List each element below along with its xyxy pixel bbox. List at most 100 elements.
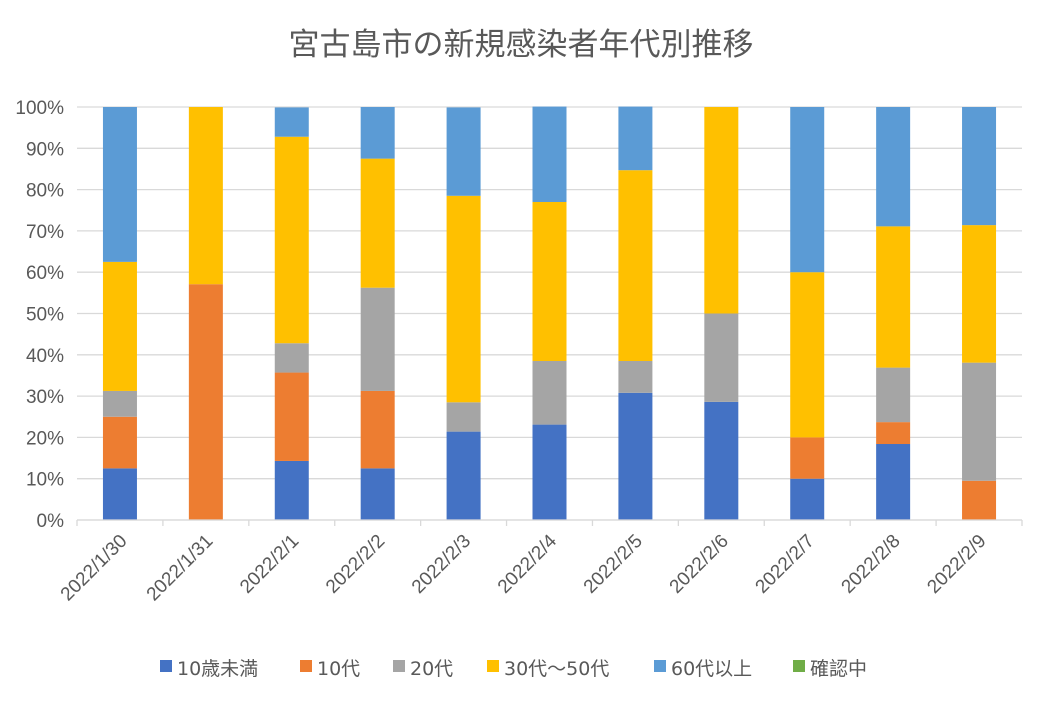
bar-segment [188, 107, 223, 285]
y-tick-label: 50% [26, 305, 64, 326]
bar-segment [876, 226, 911, 368]
bar-segment [532, 424, 567, 520]
bar-segment [102, 390, 137, 417]
bar-segment [618, 170, 653, 361]
bar-stack [102, 107, 137, 520]
legend-label: 10歳未満 [177, 658, 258, 680]
bar-stack [188, 107, 223, 520]
x-tick-label: 2022/1/31 [143, 531, 218, 606]
bar-segment [618, 392, 653, 520]
bar-stack [446, 107, 481, 520]
x-tick-label: 2022/2/8 [838, 531, 905, 598]
legend-label: 確認中 [810, 658, 867, 680]
bar-segment [876, 107, 911, 227]
bar-segment [618, 106, 653, 171]
bar-segment [102, 468, 137, 520]
x-tick-label: 2022/2/7 [752, 531, 819, 598]
bar-stack [618, 106, 653, 520]
bar-segment [102, 416, 137, 469]
y-tick-label: 80% [26, 181, 64, 202]
bar-segment [446, 195, 481, 403]
legend-label: 30代～50代 [504, 658, 609, 680]
bar-segment [102, 107, 137, 262]
legend-item: 10代 [300, 658, 360, 680]
bars [102, 106, 997, 520]
legend-swatch [393, 660, 405, 672]
x-axis: 2022/1/30 2022/1/31 2022/2/1 2022/2/2 2022/2… [57, 519, 1023, 606]
bar-segment [704, 313, 739, 402]
bar-segment [962, 107, 997, 226]
bar-segment [360, 107, 395, 159]
bar-segment [790, 437, 825, 479]
legend: 10歳未満 10代 20代 30代～50代 60代以上 確認中 [160, 658, 867, 680]
legend-item: 60代以上 [654, 658, 752, 680]
x-tick-label: 2022/2/1 [236, 531, 303, 598]
bar-stack [876, 107, 911, 520]
bar-segment [446, 107, 481, 196]
y-tick-label: 30% [26, 387, 64, 408]
y-tick-label: 70% [26, 222, 64, 243]
y-tick-label: 100% [15, 98, 64, 119]
bar-segment [532, 106, 567, 202]
x-tick-label: 2022/2/3 [408, 531, 475, 598]
bar-stack [360, 107, 395, 520]
bar-segment [360, 468, 395, 520]
legend-swatch [487, 660, 499, 672]
bar-segment [532, 360, 567, 425]
bar-stack [704, 107, 739, 520]
bar-segment [876, 367, 911, 423]
bar-stack [274, 107, 309, 520]
legend-label: 20代 [410, 658, 453, 680]
legend-item: 10歳未満 [160, 658, 258, 680]
bar-segment [618, 360, 653, 393]
bar-segment [360, 287, 395, 391]
bar-segment [102, 261, 137, 391]
y-tick-label: 90% [26, 139, 64, 160]
bar-segment [962, 362, 997, 481]
bar-segment [360, 390, 395, 469]
legend-item: 確認中 [793, 658, 867, 680]
bar-segment [962, 480, 997, 520]
bar-segment [790, 478, 825, 520]
x-tick-label: 2022/2/9 [923, 531, 990, 598]
legend-label: 10代 [317, 658, 360, 680]
x-tick-label: 2022/2/6 [666, 531, 733, 598]
bar-segment [704, 401, 739, 520]
y-tick-label: 0% [37, 511, 65, 532]
x-tick-label: 2022/1/30 [57, 531, 132, 606]
y-axis-ticks: 0% 10% 20% 30% 40% 50% 60% 70% 80% 90% 100% [15, 98, 64, 532]
bar-stack [532, 106, 567, 520]
chart-title: 宮古島市の新規感染者年代別推移 [289, 27, 754, 63]
bar-segment [360, 158, 395, 288]
bar-segment [876, 422, 911, 445]
bar-segment [532, 201, 567, 361]
bar-segment [962, 225, 997, 363]
bar-stack [962, 107, 997, 520]
x-tick-label: 2022/2/4 [494, 530, 561, 597]
bar-segment [876, 444, 911, 520]
bar-segment [188, 284, 223, 520]
x-tick-label: 2022/2/2 [322, 531, 389, 598]
bar-stack [790, 107, 825, 520]
legend-swatch [793, 660, 805, 672]
bar-segment [274, 460, 309, 520]
legend-label: 60代以上 [671, 658, 752, 680]
legend-item: 20代 [393, 658, 453, 680]
x-tick-label: 2022/2/5 [580, 531, 647, 598]
y-tick-label: 40% [26, 346, 64, 367]
legend-swatch [160, 660, 172, 672]
bar-segment [274, 107, 309, 137]
bar-segment [446, 431, 481, 520]
bar-segment [446, 402, 481, 432]
bar-segment [274, 372, 309, 461]
bar-segment [790, 107, 825, 273]
bar-segment [704, 107, 739, 314]
legend-swatch [300, 660, 312, 672]
bar-segment [274, 136, 309, 344]
y-tick-label: 60% [26, 263, 64, 284]
legend-item: 30代～50代 [487, 658, 609, 680]
bar-segment [274, 343, 309, 373]
legend-swatch [654, 660, 666, 672]
y-tick-label: 20% [26, 428, 64, 449]
